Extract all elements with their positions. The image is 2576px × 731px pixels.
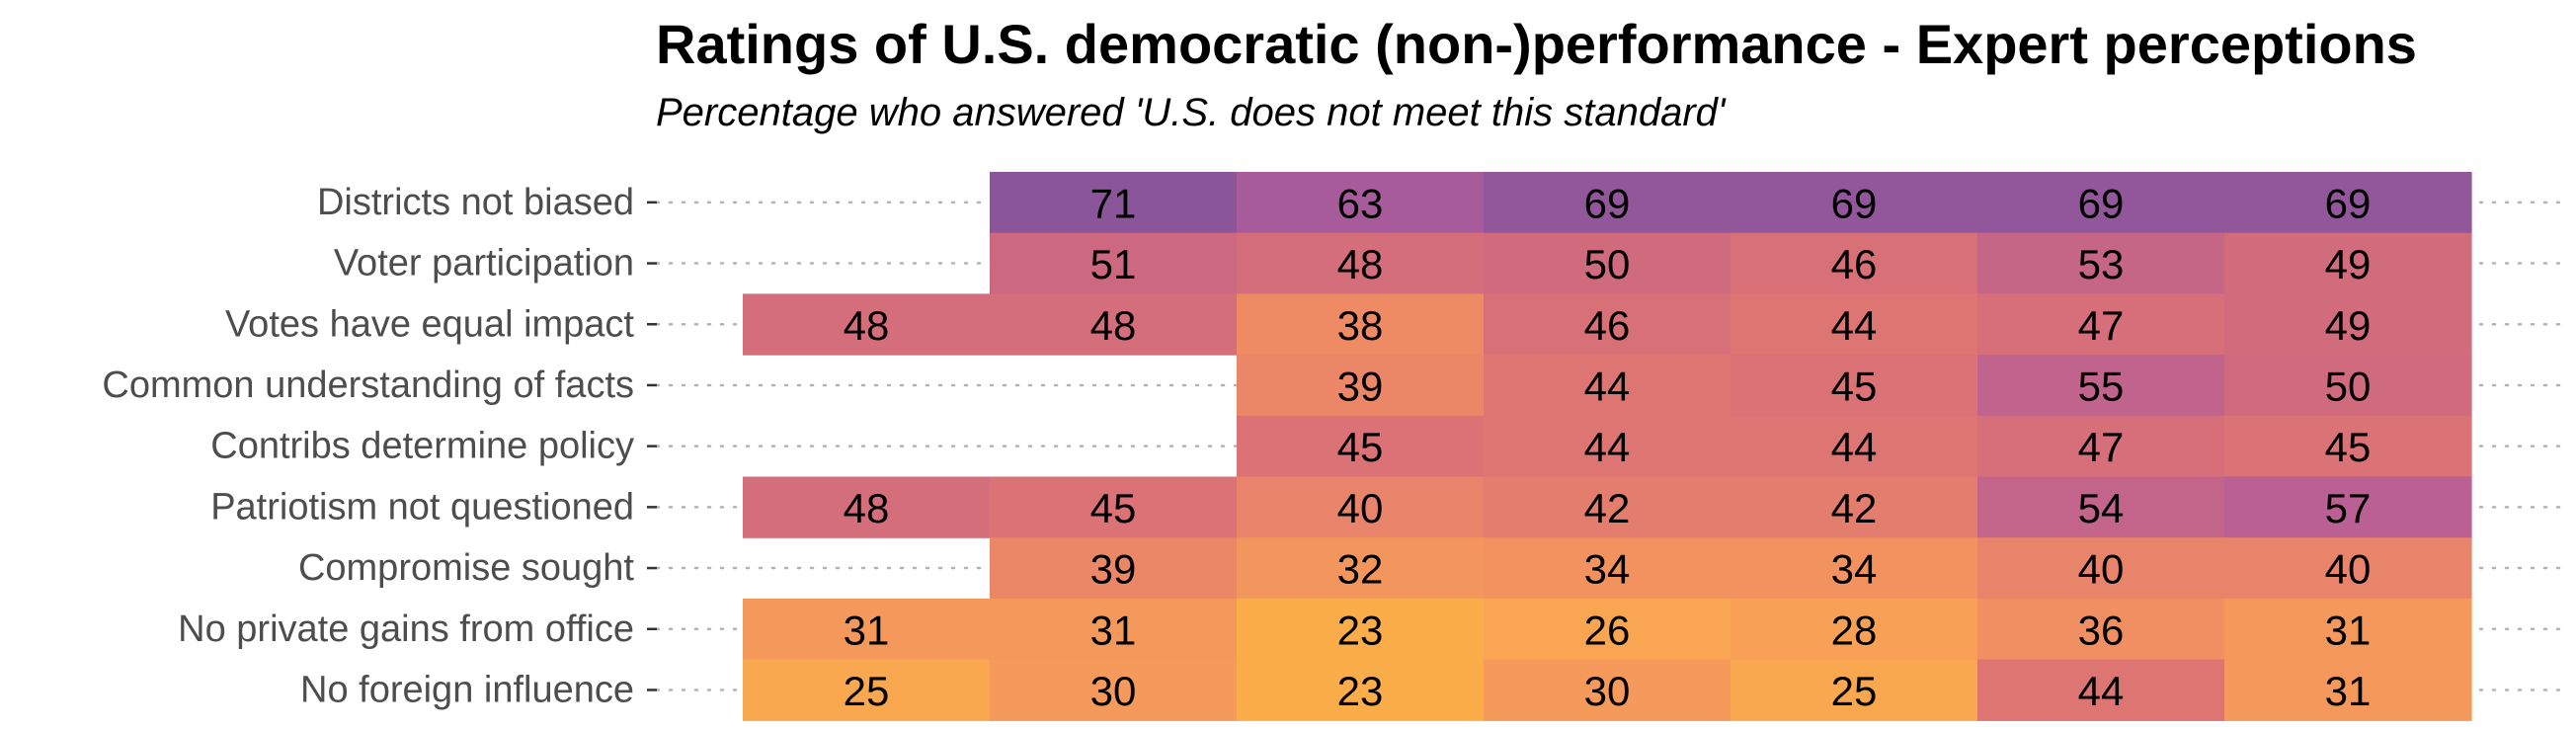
row-labels: Districts not biased Voter participation V… — [102, 182, 634, 711]
cell-value-label: 54 — [2078, 485, 2125, 531]
cell-value-label: 71 — [1090, 180, 1137, 226]
cell-value-label: 69 — [1584, 180, 1631, 226]
cell-value-label: 69 — [2078, 180, 2125, 226]
cell-value-label: 48 — [844, 485, 890, 531]
cell-value-label: 39 — [1337, 363, 1384, 409]
cell-value-label: 69 — [2325, 180, 2372, 226]
cell-value-label: 25 — [1831, 668, 1878, 714]
row-label: Districts not biased — [317, 182, 634, 223]
cell-value-label: 31 — [2325, 607, 2372, 653]
row-label: Patriotism not questioned — [210, 486, 634, 528]
cell-value-label: 48 — [1337, 241, 1384, 287]
cell-value-label: 36 — [2078, 607, 2125, 653]
cell-value-label: 42 — [1584, 485, 1631, 531]
cell-value-label: 28 — [1831, 607, 1878, 653]
cell-value-label: 49 — [2325, 241, 2372, 287]
cell-value-label: 26 — [1584, 607, 1631, 653]
row-label: No private gains from office — [178, 609, 634, 650]
row-label: Voter participation — [334, 243, 634, 284]
cell-value-label: 51 — [1090, 241, 1137, 287]
cell-value-label: 45 — [1090, 485, 1137, 531]
row-label: Votes have equal impact — [225, 303, 634, 345]
row-ticks — [647, 203, 657, 690]
cell-value-label: 46 — [1831, 241, 1878, 287]
cell-value-label: 45 — [2325, 424, 2372, 470]
cell-value-label: 63 — [1337, 180, 1384, 226]
cell-value-label: 69 — [1831, 180, 1878, 226]
cell-value-label: 31 — [844, 607, 890, 653]
cell-value-label: 30 — [1090, 668, 1137, 714]
cell-value-label: 44 — [1584, 363, 1631, 409]
cell-value-label: 47 — [2078, 424, 2125, 470]
cell-value-label: 55 — [2078, 363, 2125, 409]
cell-value-label: 44 — [1584, 424, 1631, 470]
cell-value-label: 40 — [2078, 546, 2125, 593]
cell-value-label: 49 — [2325, 302, 2372, 349]
cell-value-label: 34 — [1584, 546, 1631, 593]
cell-value-label: 50 — [2325, 363, 2372, 409]
cell-value-label: 57 — [2325, 485, 2372, 531]
cell-value-label: 38 — [1337, 302, 1384, 349]
cell-value-label: 45 — [1831, 363, 1878, 409]
cell-value-label: 40 — [1337, 485, 1384, 531]
cell-value-label: 23 — [1337, 607, 1384, 653]
cell-value-label: 46 — [1584, 302, 1631, 349]
cell-value-label: 31 — [1090, 607, 1137, 653]
cell-value-label: 39 — [1090, 546, 1137, 593]
cell-value-label: 42 — [1831, 485, 1878, 531]
cell-value-label: 50 — [1584, 241, 1631, 287]
cell-value-label: 40 — [2325, 546, 2372, 593]
cell-value-label: 23 — [1337, 668, 1384, 714]
cell-value-label: 44 — [1831, 424, 1878, 470]
row-label: Contribs determine policy — [210, 426, 634, 467]
cell-value-label: 47 — [2078, 302, 2125, 349]
cell-value-label: 31 — [2325, 668, 2372, 714]
cell-value-label: 32 — [1337, 546, 1384, 593]
cell-value-label: 25 — [844, 668, 890, 714]
row-label: No foreign influence — [300, 669, 634, 710]
cell-value-label: 34 — [1831, 546, 1878, 593]
cell-value-label: 30 — [1584, 668, 1631, 714]
cell-value-label: 53 — [2078, 241, 2125, 287]
cell-value-label: 45 — [1337, 424, 1384, 470]
row-label: Compromise sought — [298, 547, 634, 589]
row-label: Common understanding of facts — [102, 365, 634, 406]
cell-value-label: 44 — [2078, 668, 2125, 714]
cell-value-label: 48 — [844, 302, 890, 349]
cell-value-label: 44 — [1831, 302, 1878, 349]
cell-value-label: 48 — [1090, 302, 1137, 349]
